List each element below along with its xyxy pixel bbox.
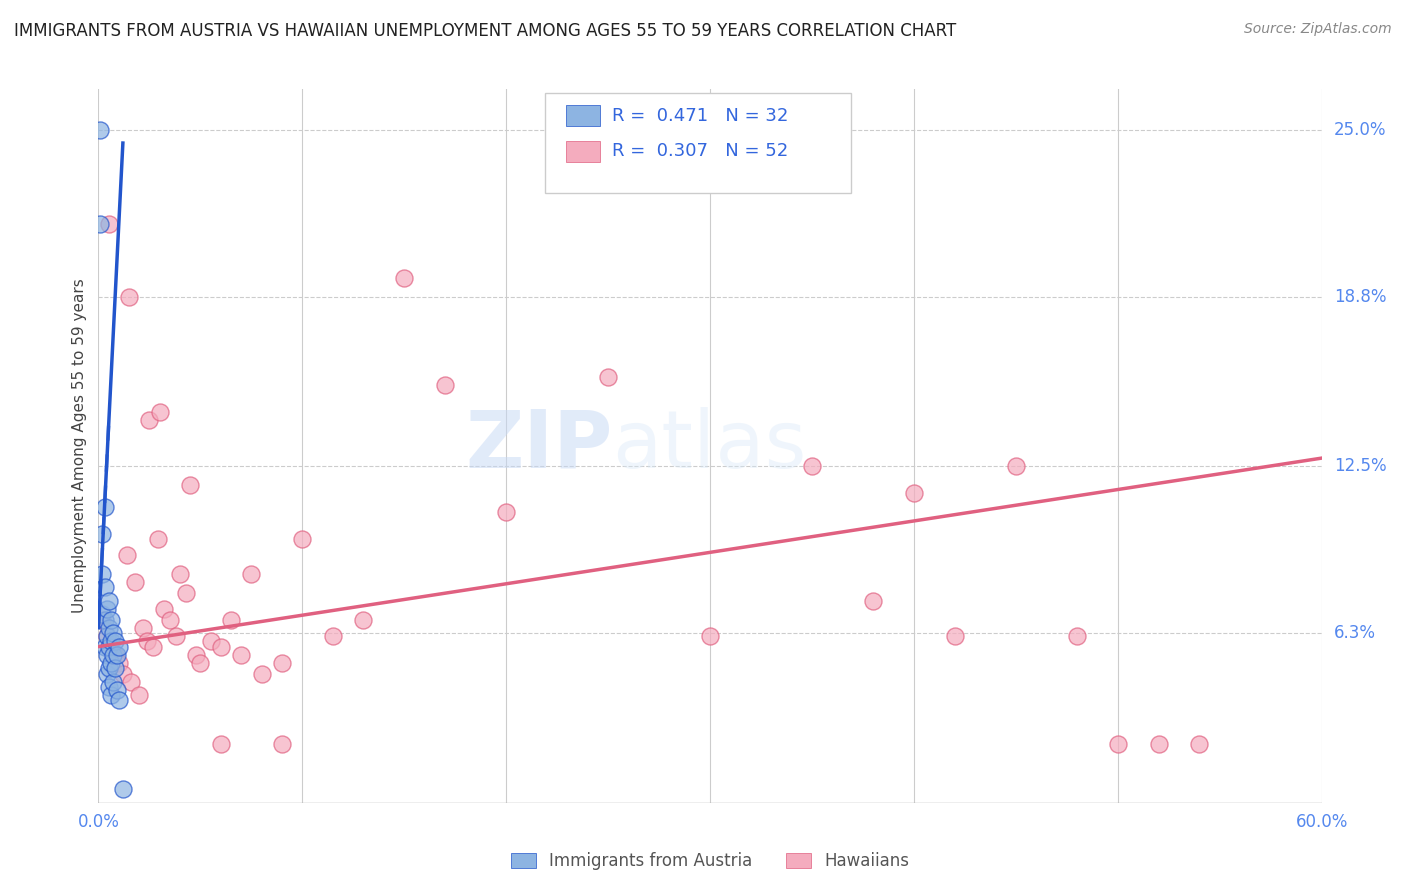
Point <box>699 629 721 643</box>
Point <box>152 602 174 616</box>
Point <box>132 621 155 635</box>
Point <box>115 548 138 562</box>
Point <box>142 640 165 654</box>
Text: 12.5%: 12.5% <box>1334 458 1386 475</box>
Text: ZIP: ZIP <box>465 407 612 485</box>
Bar <box>565 141 600 162</box>
Point <box>104 634 127 648</box>
Point <box>89 217 111 231</box>
Point <box>97 217 120 231</box>
Point <box>174 586 197 600</box>
Point <box>146 532 169 546</box>
Text: R =  0.307   N = 52: R = 0.307 N = 52 <box>612 143 789 161</box>
Bar <box>565 105 600 127</box>
Point <box>188 656 212 670</box>
Point <box>111 782 134 797</box>
Point <box>91 613 114 627</box>
Point <box>1188 737 1211 751</box>
Point <box>93 500 115 514</box>
Point <box>120 674 142 689</box>
Point <box>96 666 118 681</box>
Point <box>96 648 118 662</box>
Point <box>149 405 172 419</box>
Point <box>598 370 620 384</box>
Point <box>434 378 457 392</box>
Point <box>104 648 127 662</box>
Text: R =  0.471   N = 32: R = 0.471 N = 32 <box>612 107 789 125</box>
Point <box>104 661 127 675</box>
Point <box>91 526 114 541</box>
Point <box>93 613 115 627</box>
Point <box>108 656 131 670</box>
Point <box>96 629 118 643</box>
Point <box>352 613 374 627</box>
Point <box>108 693 131 707</box>
Point <box>240 566 263 581</box>
Point <box>169 566 191 581</box>
Text: IMMIGRANTS FROM AUSTRIA VS HAWAIIAN UNEMPLOYMENT AMONG AGES 55 TO 59 YEARS CORRE: IMMIGRANTS FROM AUSTRIA VS HAWAIIAN UNEM… <box>14 22 956 40</box>
Point <box>270 656 294 670</box>
Point <box>100 656 122 670</box>
Point <box>91 607 114 622</box>
Point <box>231 648 253 662</box>
Point <box>91 566 114 581</box>
Point <box>101 674 124 689</box>
Point <box>270 737 294 751</box>
Text: 25.0%: 25.0% <box>1334 120 1386 138</box>
Point <box>1004 459 1026 474</box>
Point <box>108 640 131 654</box>
Point <box>89 122 111 136</box>
Point <box>100 634 122 648</box>
Point <box>100 688 122 702</box>
Point <box>159 613 181 627</box>
Point <box>100 640 122 654</box>
Point <box>97 680 120 694</box>
Point <box>1066 629 1088 643</box>
Point <box>801 459 824 474</box>
Point <box>862 594 884 608</box>
Point <box>97 661 120 675</box>
Text: 6.3%: 6.3% <box>1334 624 1376 642</box>
Text: Source: ZipAtlas.com: Source: ZipAtlas.com <box>1244 22 1392 37</box>
Point <box>219 613 242 627</box>
Point <box>392 270 416 285</box>
Point <box>96 629 118 643</box>
Point <box>136 634 159 648</box>
Point <box>111 666 134 681</box>
Point <box>903 486 925 500</box>
Point <box>97 621 120 635</box>
Point <box>124 574 146 589</box>
Point <box>118 289 141 303</box>
Point <box>186 648 208 662</box>
Y-axis label: Unemployment Among Ages 55 to 59 years: Unemployment Among Ages 55 to 59 years <box>72 278 87 614</box>
Point <box>138 413 160 427</box>
Point <box>322 629 344 643</box>
Point <box>101 648 124 662</box>
Point <box>943 629 966 643</box>
Point <box>128 688 150 702</box>
Point <box>1107 737 1129 751</box>
Point <box>179 478 201 492</box>
Point <box>101 626 124 640</box>
Point <box>105 648 128 662</box>
Point <box>291 532 314 546</box>
Point <box>165 629 187 643</box>
Point <box>93 580 115 594</box>
Point <box>209 640 232 654</box>
Point <box>96 602 118 616</box>
Point <box>200 634 222 648</box>
Text: 18.8%: 18.8% <box>1334 287 1386 306</box>
FancyBboxPatch shape <box>546 93 851 193</box>
Point <box>97 640 120 654</box>
Point <box>97 594 120 608</box>
Point <box>209 737 232 751</box>
Point <box>100 613 122 627</box>
Point <box>93 640 115 654</box>
Point <box>495 505 517 519</box>
Point <box>1147 737 1170 751</box>
Point <box>250 666 273 681</box>
Text: atlas: atlas <box>612 407 807 485</box>
Legend: Immigrants from Austria, Hawaiians: Immigrants from Austria, Hawaiians <box>505 846 915 877</box>
Point <box>105 682 128 697</box>
